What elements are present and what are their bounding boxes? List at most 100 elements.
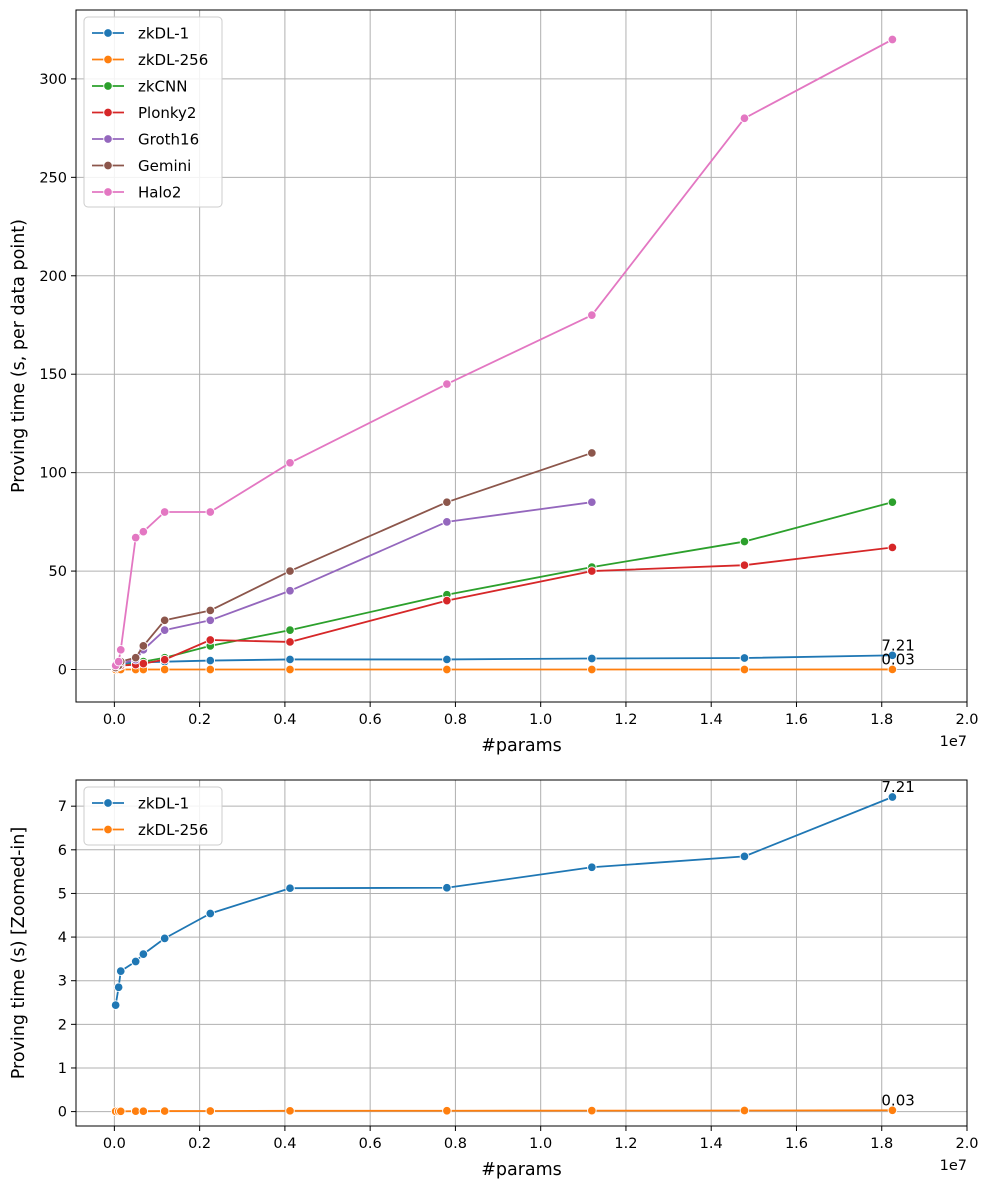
x-tick-label: 1.6 — [785, 712, 808, 728]
legend-box — [83, 786, 223, 846]
data-point — [442, 654, 452, 665]
legend-label: zkDL-1 — [138, 795, 189, 813]
data-point — [116, 1106, 126, 1117]
y-tick-label: 4 — [58, 930, 67, 946]
data-point — [285, 883, 295, 893]
data-point — [138, 526, 149, 537]
data-point — [205, 615, 216, 626]
x-tick-label: 0.0 — [103, 1136, 126, 1152]
value-annotation: 0.03 — [881, 650, 914, 668]
data-point — [442, 517, 452, 527]
y-tick-label: 0 — [58, 1105, 67, 1121]
x-tick-label: 0.0 — [103, 712, 126, 728]
data-point — [442, 664, 452, 675]
data-point — [285, 637, 295, 647]
y-tick-label: 2 — [58, 1017, 67, 1033]
y-tick-label: 300 — [39, 72, 67, 88]
data-point — [205, 605, 216, 616]
y-tick-label: 6 — [58, 843, 67, 859]
data-point — [159, 654, 170, 665]
data-point — [285, 664, 295, 675]
data-point — [110, 1000, 121, 1010]
series-halo2 — [110, 34, 898, 671]
plot-frame — [75, 779, 968, 1127]
legend-swatch-marker — [103, 160, 113, 171]
data-point — [130, 532, 141, 543]
data-point — [442, 1105, 452, 1116]
data-point — [887, 664, 898, 675]
x-tick-label: 1.2 — [614, 712, 637, 728]
value-annotation: 0.03 — [881, 1091, 914, 1109]
data-point — [887, 792, 898, 802]
series-zkdl-256 — [110, 1105, 898, 1117]
data-point — [205, 664, 216, 675]
data-point — [285, 1106, 295, 1116]
legend-swatch-marker — [103, 798, 113, 808]
x-tick-label: 0.8 — [444, 1136, 467, 1152]
data-point — [138, 658, 149, 669]
y-tick-label: 0 — [58, 663, 67, 679]
data-point — [887, 650, 898, 661]
x-tick-label: 0.6 — [359, 1136, 382, 1152]
data-point — [113, 982, 124, 993]
data-point — [285, 458, 295, 468]
legend-swatch-marker — [103, 187, 113, 197]
data-point — [130, 956, 141, 967]
data-point — [205, 655, 216, 666]
data-point — [442, 497, 452, 507]
y-tick-label: 3 — [58, 974, 67, 990]
y-tick-label: 5 — [58, 886, 67, 902]
data-point — [285, 625, 295, 635]
legend-swatch-marker — [103, 824, 113, 835]
x-offset-label: 1e7 — [940, 1158, 967, 1174]
data-point — [587, 664, 597, 675]
series-zkdl-1 — [110, 792, 898, 1010]
legend-swatch-marker — [103, 134, 113, 144]
data-point — [442, 595, 452, 606]
y-tick-label: 200 — [39, 269, 67, 285]
data-point — [587, 448, 597, 458]
data-point — [285, 654, 295, 665]
data-point — [587, 566, 597, 576]
y-tick-label: 1 — [58, 1061, 67, 1077]
data-point — [159, 625, 170, 635]
data-point — [587, 653, 597, 664]
data-point — [285, 586, 295, 596]
data-point — [159, 664, 170, 675]
data-point — [887, 542, 898, 553]
data-point — [159, 1106, 170, 1116]
data-point — [739, 560, 750, 570]
y-tick-label: 150 — [39, 367, 67, 383]
data-point — [739, 653, 750, 663]
zoomed-chart: 0.0 0.2 0.4 0.6 0.8 1.0 1.2 1.4 1.6 1.8 2.0 0 1 2 3 4 5 6… — [9, 778, 979, 1180]
y-tick-label: 7 — [58, 799, 67, 815]
x-axis-label: #params — [481, 1160, 562, 1180]
data-point — [739, 664, 750, 675]
data-point — [138, 641, 149, 651]
legend-label: Plonky2 — [138, 104, 196, 122]
data-point — [130, 652, 141, 663]
data-point — [587, 497, 597, 507]
data-point — [442, 379, 452, 389]
value-annotation: 7.21 — [881, 636, 914, 654]
x-tick-label: 2.0 — [955, 712, 978, 728]
legend-label: Halo2 — [138, 184, 181, 202]
data-point — [739, 851, 750, 862]
data-point — [587, 862, 597, 873]
y-axis-label: Proving time (s, per data point) — [9, 219, 29, 493]
data-point — [739, 536, 750, 547]
x-tick-label: 0.4 — [273, 712, 296, 728]
x-tick-label: 0.2 — [188, 712, 211, 728]
y-axis-label: Proving time (s) [Zoomed-in] — [9, 827, 29, 1079]
x-tick-label: 1.0 — [529, 1136, 552, 1152]
data-point — [159, 507, 170, 517]
data-point — [205, 908, 216, 919]
x-tick-label: 0.8 — [444, 712, 467, 728]
legend-label: zkDL-256 — [138, 51, 208, 69]
legend-swatch-marker — [103, 54, 113, 65]
y-tick-label: 250 — [39, 170, 67, 186]
data-point — [205, 1106, 216, 1116]
x-tick-label: 1.4 — [700, 712, 723, 728]
data-point — [138, 949, 149, 959]
data-point — [887, 497, 898, 507]
